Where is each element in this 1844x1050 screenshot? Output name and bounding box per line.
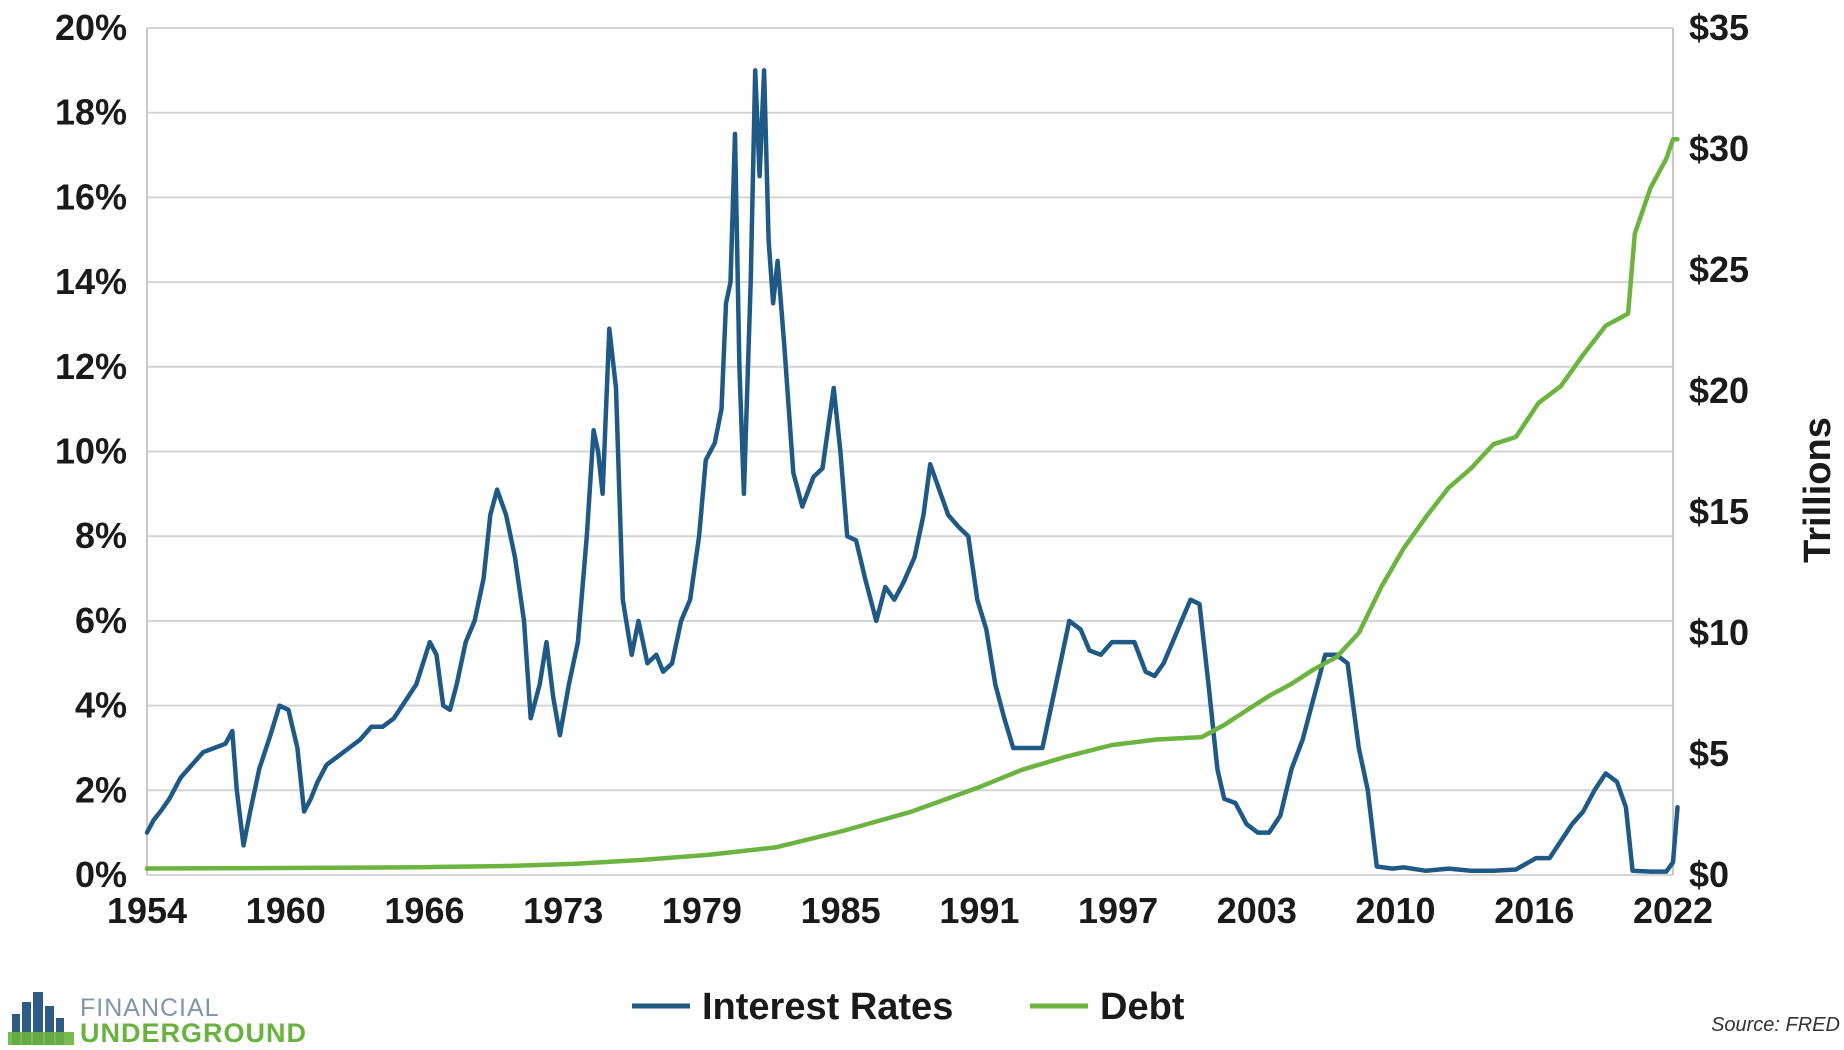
- y-left-tick-label: 12%: [55, 346, 127, 387]
- x-tick-label: 1966: [384, 890, 464, 931]
- series-line-debt: [147, 139, 1678, 868]
- y-left-tick-label: 8%: [75, 515, 127, 556]
- y-left-tick-label: 0%: [75, 854, 127, 895]
- y-left-tick-label: 6%: [75, 600, 127, 641]
- gridlines: [147, 28, 1673, 875]
- y-right-tick-label: $30: [1689, 128, 1749, 169]
- source-note: Source: FRED: [1711, 1014, 1840, 1037]
- y-right-tick-label: $5: [1689, 733, 1729, 774]
- right-axis-ticks: $0 $5 $10 $15 $20 $25 $30 $35: [1689, 7, 1749, 895]
- x-tick-label: 2003: [1217, 890, 1297, 931]
- x-tick-label: 2016: [1494, 890, 1574, 931]
- y-right-tick-label: $25: [1689, 249, 1749, 290]
- y-right-tick-label: $35: [1689, 7, 1749, 48]
- y-right-tick-label: $0: [1689, 854, 1729, 895]
- legend-label: Debt: [1100, 986, 1185, 1028]
- financial-underground-logo: FINANCIAL UNDERGROUND: [8, 988, 328, 1045]
- series-lines: [147, 70, 1678, 871]
- legend-label: Interest Rates: [702, 986, 953, 1028]
- y-left-tick-label: 18%: [55, 92, 127, 133]
- y-left-tick-label: 4%: [75, 685, 127, 726]
- y-left-tick-label: 20%: [55, 7, 127, 48]
- x-tick-label: 2022: [1633, 890, 1713, 931]
- y-right-tick-label: $15: [1689, 491, 1749, 532]
- right-axis-title: Trillions: [1797, 417, 1839, 563]
- skyline-logo-icon: [8, 988, 74, 1045]
- x-tick-label: 1960: [246, 890, 326, 931]
- logo-text-underground: UNDERGROUND: [80, 1018, 307, 1049]
- x-tick-label: 1954: [107, 890, 187, 931]
- x-tick-label: 1985: [801, 890, 881, 931]
- x-tick-label: 1979: [662, 890, 742, 931]
- left-axis-ticks: 0% 2% 4% 6% 8% 10% 12% 14% 16% 18% 20%: [55, 7, 127, 895]
- x-axis-ticks: 1954 1960 1966 1973 1979 1985 1991 1997 2003 2010…: [107, 890, 1713, 931]
- series-line-interest-rates: [147, 70, 1678, 871]
- y-left-tick-label: 2%: [75, 769, 127, 810]
- x-tick-label: 1973: [523, 890, 603, 931]
- x-tick-label: 1991: [939, 890, 1019, 931]
- y-left-tick-label: 10%: [55, 431, 127, 472]
- x-tick-label: 1997: [1078, 890, 1158, 931]
- y-left-tick-label: 16%: [55, 176, 127, 217]
- y-right-tick-label: $20: [1689, 370, 1749, 411]
- y-right-tick-label: $10: [1689, 612, 1749, 653]
- legend: Interest Rates Debt: [632, 986, 1185, 1028]
- x-tick-label: 2010: [1355, 890, 1435, 931]
- y-left-tick-label: 14%: [55, 261, 127, 302]
